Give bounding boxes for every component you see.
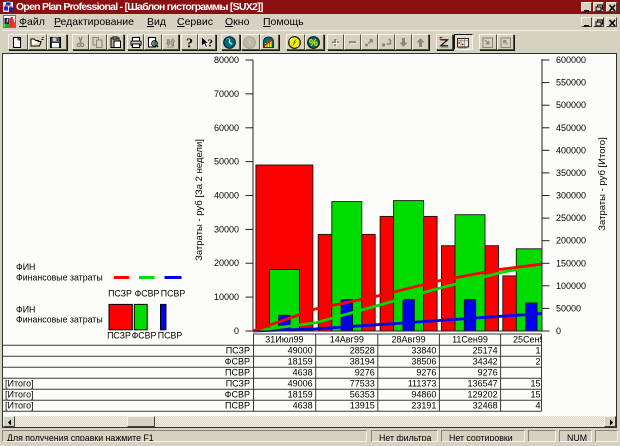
svg-text:136547: 136547	[468, 379, 498, 389]
svg-text:4638: 4638	[293, 401, 313, 411]
svg-text:350000: 350000	[556, 168, 586, 178]
svg-text:100000: 100000	[556, 281, 586, 291]
svg-text:25174: 25174	[473, 346, 498, 356]
svg-text:ПСВР: ПСВР	[225, 368, 250, 378]
svg-text:38506: 38506	[411, 357, 436, 367]
svg-text:ПСЗР: ПСЗР	[226, 379, 250, 389]
svg-text:?: ?	[207, 38, 213, 50]
svg-text:4: 4	[535, 401, 540, 411]
svg-text:ФСВР: ФСВР	[132, 331, 157, 341]
svg-text:0: 0	[556, 326, 561, 336]
svg-text:111373: 111373	[408, 379, 437, 389]
svg-text:77533: 77533	[350, 379, 375, 389]
svg-text:129202: 129202	[468, 390, 498, 400]
svg-text:ПСВР: ПСВР	[161, 288, 186, 298]
svg-text:40000: 40000	[214, 191, 239, 201]
svg-text:450000: 450000	[556, 123, 586, 133]
svg-text:0: 0	[234, 326, 239, 336]
svg-text:ФСВР: ФСВР	[135, 288, 160, 298]
svg-text:28528: 28528	[350, 346, 375, 356]
svg-text:60000: 60000	[214, 123, 239, 133]
svg-text:28Авг99: 28Авг99	[392, 335, 426, 345]
svg-text:9276: 9276	[355, 368, 375, 378]
svg-text:70000: 70000	[214, 89, 239, 99]
svg-text:ФСВР: ФСВР	[225, 390, 250, 400]
svg-text:94860: 94860	[411, 390, 436, 400]
svg-text:14Авг99: 14Авг99	[330, 335, 364, 345]
svg-text:250000: 250000	[556, 213, 586, 223]
svg-text:18159: 18159	[288, 390, 313, 400]
svg-text:11Сен99: 11Сен99	[452, 335, 488, 345]
svg-text:25Сен99: 25Сен99	[513, 335, 550, 345]
svg-text:550000: 550000	[556, 78, 586, 88]
svg-text:9276: 9276	[478, 368, 498, 378]
svg-text:20000: 20000	[214, 258, 239, 268]
svg-text:15: 15	[530, 390, 540, 400]
svg-text:500000: 500000	[556, 100, 586, 110]
svg-text:10000: 10000	[214, 292, 239, 302]
svg-text:30000: 30000	[214, 224, 239, 234]
svg-text:15: 15	[530, 379, 540, 389]
svg-text:49000: 49000	[288, 346, 313, 356]
svg-text:150000: 150000	[556, 258, 586, 268]
svg-text:[Итого]: [Итого]	[5, 390, 34, 400]
svg-text:56353: 56353	[350, 390, 375, 400]
svg-text:400000: 400000	[556, 145, 586, 155]
svg-text:300000: 300000	[556, 191, 586, 201]
svg-text:ПСВР: ПСВР	[158, 331, 183, 341]
svg-text:ПСЗР: ПСЗР	[107, 331, 131, 341]
svg-text:[Итого]: [Итого]	[5, 379, 34, 389]
svg-text:1: 1	[535, 346, 540, 356]
svg-text:2: 2	[535, 357, 540, 367]
svg-text:ПСЗР: ПСЗР	[226, 346, 250, 356]
svg-text:32468: 32468	[473, 401, 498, 411]
svg-text:ФИН: ФИН	[16, 262, 35, 272]
svg-text:ФСВР: ФСВР	[225, 357, 250, 367]
svg-text:Затраты - руб [Итого]: Затраты - руб [Итого]	[597, 137, 608, 230]
svg-text:34342: 34342	[473, 357, 498, 367]
svg-text:ПСВР: ПСВР	[225, 401, 250, 411]
svg-text:49006: 49006	[288, 379, 313, 389]
svg-text:Финансовые затраты: Финансовые затраты	[16, 315, 103, 325]
svg-text:33840: 33840	[411, 346, 436, 356]
svg-text:9276: 9276	[416, 368, 436, 378]
svg-text:31Июл99: 31Июл99	[265, 335, 303, 345]
svg-text:Затраты - руб [За 2 недели]: Затраты - руб [За 2 недели]	[194, 139, 205, 261]
svg-text:50000: 50000	[214, 157, 239, 167]
svg-text:ПСЗР: ПСЗР	[108, 288, 132, 298]
svg-text:[Итого]: [Итого]	[5, 401, 34, 411]
svg-text:%: %	[309, 38, 318, 49]
svg-text:38194: 38194	[350, 357, 375, 367]
svg-text:4638: 4638	[293, 368, 313, 378]
svg-text:ФИН: ФИН	[16, 305, 35, 315]
svg-text:23191: 23191	[411, 401, 436, 411]
svg-text:80000: 80000	[214, 55, 239, 65]
svg-text:50000: 50000	[556, 303, 581, 313]
svg-text:18159: 18159	[288, 357, 313, 367]
svg-text:?: ?	[186, 37, 193, 51]
svg-text:13915: 13915	[350, 401, 375, 411]
svg-text:600000: 600000	[556, 55, 586, 65]
svg-text:200000: 200000	[556, 236, 586, 246]
svg-text:Финансовые затраты: Финансовые затраты	[16, 273, 103, 283]
